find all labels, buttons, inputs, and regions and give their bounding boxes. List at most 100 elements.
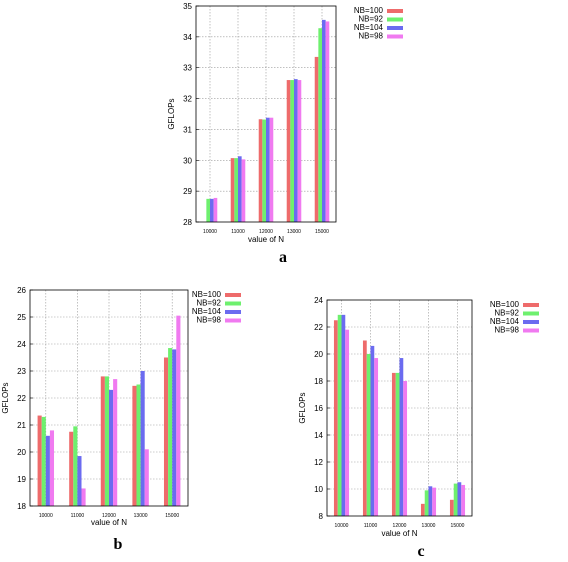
panel-label: a (279, 249, 287, 266)
legend-swatch (523, 320, 539, 324)
bar (210, 198, 214, 222)
chart-a: 28 29 30 31 32 33 34 35 10000 11000 12000 13000 1500… (167, 2, 403, 266)
y-tick-label: 32 (183, 95, 192, 104)
bar (403, 381, 408, 516)
legend-label: NB=92 (358, 15, 383, 24)
bar (449, 499, 454, 516)
bar (333, 320, 338, 516)
bar (362, 340, 367, 516)
x-tick-label: 13000 (134, 513, 148, 519)
bar (370, 345, 375, 516)
bar (238, 156, 242, 222)
x-tick-label: 15000 (451, 523, 465, 529)
x-tick-label: 10000 (39, 513, 53, 519)
bar (391, 372, 396, 516)
bar (168, 348, 173, 506)
bar (286, 80, 291, 222)
y-tick-label: 20 (314, 350, 323, 359)
x-tick-label: 10000 (335, 523, 349, 529)
bar (132, 385, 137, 506)
y-tick-label: 29 (183, 187, 192, 196)
bar (69, 431, 74, 506)
x-axis-label: value of N (381, 529, 417, 538)
x-tick-label: 11000 (364, 523, 378, 529)
legend-label: NB=92 (494, 309, 519, 318)
bar (461, 484, 466, 516)
y-tick-label: 8 (319, 512, 324, 521)
legend-swatch (387, 34, 403, 39)
y-tick-label: 28 (183, 218, 192, 227)
bar (424, 490, 429, 516)
bar (262, 119, 266, 222)
bar (176, 315, 181, 506)
legend-swatch (225, 318, 241, 323)
bar (297, 80, 302, 222)
bar (395, 372, 400, 516)
bar (322, 19, 326, 223)
legend-swatch (387, 9, 403, 13)
legend-swatch (387, 26, 403, 30)
legend-label: NB=104 (490, 317, 520, 326)
bar (163, 357, 169, 506)
bar (294, 79, 298, 222)
bar (269, 117, 274, 222)
chart-b: 18 19 20 21 22 23 24 25 26 10000 11000 12000 13000 15… (1, 286, 241, 553)
legend-label: NB=98 (196, 316, 221, 325)
bar (258, 119, 263, 222)
y-tick-label: 18 (17, 502, 26, 511)
x-axis-label: value of N (91, 518, 127, 527)
y-tick-label: 33 (183, 64, 192, 73)
legend-swatch (523, 328, 539, 333)
y-tick-label: 31 (183, 125, 192, 134)
y-tick-label: 23 (17, 367, 26, 376)
y-tick-label: 22 (17, 394, 26, 403)
y-tick-label: 20 (17, 448, 26, 457)
y-tick-label: 24 (17, 340, 26, 349)
plot-frame (29, 289, 189, 507)
legend-label: NB=100 (192, 290, 222, 299)
bar (374, 358, 379, 516)
bar (230, 158, 235, 222)
x-tick-label: 13000 (287, 229, 301, 235)
y-tick-label: 21 (17, 421, 26, 430)
bar (428, 486, 433, 516)
y-tick-label: 19 (17, 475, 26, 484)
y-tick-label: 12 (314, 458, 323, 467)
bar (234, 158, 238, 222)
bar (104, 376, 109, 506)
bar (266, 117, 270, 222)
legend-swatch (523, 303, 539, 307)
bar (206, 198, 210, 222)
bar (432, 487, 437, 516)
bar (341, 314, 346, 516)
y-tick-label: 25 (17, 313, 26, 322)
y-tick-label: 30 (183, 156, 192, 165)
x-tick-label: 12000 (393, 523, 407, 529)
bar (81, 488, 86, 506)
x-tick-label: 12000 (259, 229, 273, 235)
y-tick-label: 34 (183, 33, 192, 42)
bar (337, 314, 342, 516)
panel-label: c (417, 543, 424, 560)
x-tick-label: 15000 (165, 513, 179, 519)
y-axis-label: GFLOPs (167, 98, 176, 129)
bar (318, 28, 322, 222)
bar (399, 358, 404, 516)
bar (345, 329, 350, 516)
x-tick-label: 11000 (231, 229, 245, 235)
legend-label: NB=100 (490, 300, 520, 309)
y-axis-label: GFLOPs (298, 392, 307, 423)
bar (144, 449, 149, 506)
bar (113, 379, 118, 506)
legend-swatch (225, 301, 241, 306)
legend-label: NB=104 (354, 23, 384, 32)
bar (73, 426, 78, 506)
legend-label: NB=98 (358, 32, 383, 41)
bar (457, 482, 462, 516)
bar (109, 389, 114, 506)
y-tick-label: 24 (314, 296, 323, 305)
y-tick-label: 22 (314, 323, 323, 332)
legend-label: NB=104 (192, 307, 222, 316)
x-tick-label: 13000 (422, 523, 436, 529)
bar (314, 56, 319, 222)
